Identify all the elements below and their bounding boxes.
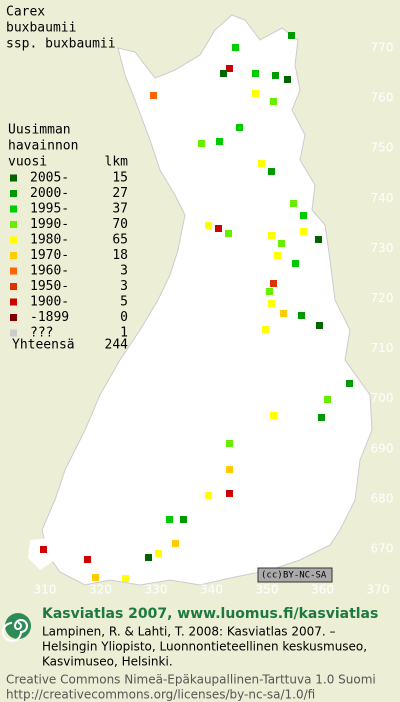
title-line: buxbaumii bbox=[6, 21, 76, 36]
legend-col-count: lkm bbox=[105, 155, 129, 170]
y-tick-label: 680 bbox=[371, 491, 394, 505]
cc-badge-label: BY-NC-SA bbox=[283, 571, 327, 581]
legend-swatch bbox=[10, 283, 17, 290]
x-tick-label: 360 bbox=[311, 583, 334, 597]
legend-total-label: Yhteensä bbox=[12, 338, 75, 353]
y-tick-label: 710 bbox=[371, 341, 394, 355]
legend-swatch bbox=[10, 252, 17, 259]
legend-count: 5 bbox=[120, 295, 128, 310]
y-tick-label: 700 bbox=[371, 391, 394, 405]
legend-label: 2005- bbox=[30, 171, 69, 186]
logo bbox=[2, 613, 31, 642]
legend-label: 1960- bbox=[30, 264, 69, 279]
legend-swatch bbox=[10, 267, 17, 275]
occurrence-squares bbox=[40, 32, 353, 582]
citation-line: Kasvimuseo, Helsinki. bbox=[42, 655, 173, 669]
legend-heading: Uusimman bbox=[8, 123, 71, 138]
title-line: Carex bbox=[6, 5, 45, 20]
site: Kasviatlas 2007, www.luomus.fi/kasviatla… bbox=[42, 606, 378, 622]
x-tick-label: 310 bbox=[34, 583, 57, 597]
legend-label: 1950- bbox=[30, 279, 69, 294]
legend-swatch bbox=[10, 329, 17, 337]
legend-label: 1980- bbox=[30, 233, 69, 248]
x-tick-label: 350 bbox=[256, 583, 279, 597]
legend-label: ??? bbox=[30, 326, 53, 341]
legend-count: 27 bbox=[112, 186, 128, 201]
y-tick-label: 750 bbox=[371, 141, 394, 155]
cc-badge-cc: (cc) bbox=[261, 571, 283, 581]
legend-swatch bbox=[10, 190, 17, 197]
legend-count: 15 bbox=[112, 171, 128, 186]
finland-outline bbox=[41, 14, 373, 586]
legend-count: 18 bbox=[112, 248, 128, 263]
x-tick-label: 370 bbox=[367, 583, 390, 597]
y-tick-label: 720 bbox=[371, 291, 394, 305]
y-tick-label: 740 bbox=[371, 191, 394, 205]
y-tick-label: 730 bbox=[371, 241, 394, 255]
legend-count: 65 bbox=[112, 233, 128, 248]
x-tick-label: 330 bbox=[145, 583, 168, 597]
y-tick-label: 770 bbox=[371, 41, 394, 55]
legend-label: -1899 bbox=[30, 310, 69, 325]
legend-count: 3 bbox=[120, 264, 128, 279]
cc-badge bbox=[257, 567, 333, 583]
citation-line: Lampinen, R. & Lahti, T. 2008: Kasviatla… bbox=[42, 625, 336, 639]
x-tick-label: 320 bbox=[89, 583, 112, 597]
legend-swatch bbox=[10, 236, 17, 244]
legend-label: 1990- bbox=[30, 217, 69, 232]
legend-label: 1900- bbox=[30, 295, 69, 310]
license-line: Creative Commons Nimeä-Epäkaupallinen-Ta… bbox=[6, 673, 376, 687]
legend-label: 1970- bbox=[30, 248, 69, 263]
title-line: ssp. buxbaumii bbox=[6, 37, 116, 52]
legend-swatch bbox=[10, 221, 17, 228]
legend-total: 244 bbox=[105, 338, 129, 353]
legend-swatch bbox=[10, 174, 17, 182]
legend-swatch bbox=[10, 298, 17, 306]
y-tick-label: 760 bbox=[371, 91, 394, 105]
x-tick-label: 340 bbox=[200, 583, 223, 597]
legend-count: 37 bbox=[112, 202, 128, 217]
aland bbox=[28, 538, 55, 570]
license-line: http://creativecommons.org/licenses/by-n… bbox=[6, 688, 315, 702]
legend-label: 1995- bbox=[30, 202, 69, 217]
legend-swatch bbox=[10, 314, 17, 321]
legend-label: 2000- bbox=[30, 186, 69, 201]
legend-heading: havainnon bbox=[8, 139, 78, 154]
legend-swatch bbox=[10, 205, 17, 213]
citation-line: Helsingin Yliopisto, Luonnontieteellinen… bbox=[42, 640, 367, 654]
legend-col-year: vuosi bbox=[8, 155, 47, 170]
y-tick-label: 670 bbox=[371, 542, 394, 556]
legend-count: 3 bbox=[120, 279, 128, 294]
y-tick-label: 690 bbox=[371, 441, 394, 455]
legend-count: 1 bbox=[120, 326, 128, 341]
legend-count: 0 bbox=[120, 310, 128, 325]
legend-count: 70 bbox=[112, 217, 128, 232]
